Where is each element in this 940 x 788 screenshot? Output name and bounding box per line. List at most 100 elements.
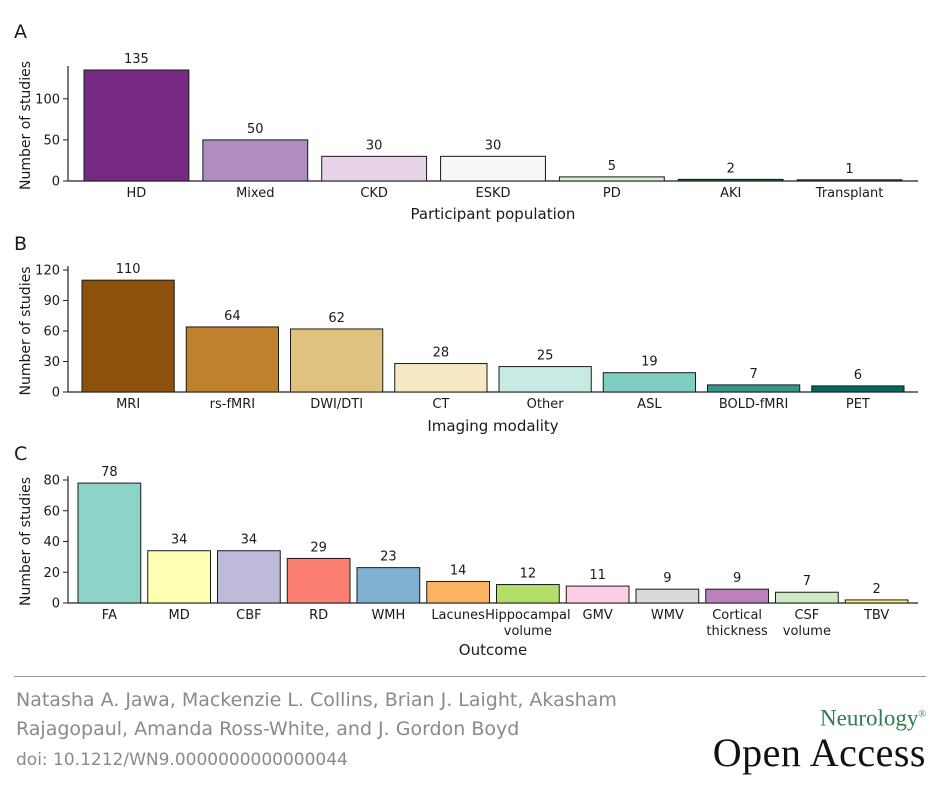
category-label: ESKD (475, 186, 510, 201)
x-axis-title: Outcome (459, 641, 527, 659)
bar (565, 585, 630, 604)
value-label: 34 (171, 533, 188, 548)
category-label: Cortical thickness (706, 608, 768, 639)
value-label: 7 (749, 367, 757, 382)
bar (321, 155, 428, 182)
value-label: 6 (854, 368, 862, 383)
category-label: Hippocampal volume (485, 608, 570, 639)
bar (202, 139, 309, 182)
value-label: 110 (116, 262, 141, 277)
bar (77, 482, 142, 604)
category-label: Mixed (236, 186, 274, 201)
category-label: Lacunes (431, 608, 485, 623)
y-tick-label: 60 (43, 504, 60, 519)
value-label: 7 (803, 574, 811, 589)
category-label: CT (432, 397, 449, 412)
value-label: 28 (433, 346, 450, 361)
category-label: PET (846, 397, 870, 412)
panel-letter: A (14, 21, 27, 43)
y-tick-label: 20 (43, 566, 60, 581)
journal-logo: Neurology® Open Access (713, 703, 926, 775)
value-label: 25 (537, 349, 554, 364)
bar (677, 178, 784, 182)
y-tick-label: 50 (43, 133, 60, 148)
category-label: AKI (720, 186, 741, 201)
value-label: 30 (366, 138, 383, 153)
y-axis-title: Number of studies (18, 267, 34, 396)
bar (356, 567, 421, 604)
bar (705, 588, 769, 604)
y-axis-title: Number of studies (18, 477, 34, 606)
bar (844, 599, 909, 604)
value-label: 14 (450, 563, 467, 578)
value-label: 5 (608, 159, 616, 174)
value-label: 19 (641, 355, 658, 370)
category-label: Transplant (815, 186, 884, 201)
category-label: Other (527, 397, 565, 412)
bar (290, 328, 384, 393)
value-label: 12 (520, 567, 537, 582)
bar (707, 384, 801, 393)
value-label: 1 (845, 162, 853, 177)
category-label: HD (127, 186, 147, 201)
bar (185, 326, 279, 393)
value-label: 11 (589, 568, 606, 583)
bar (602, 372, 696, 393)
category-label: MRI (116, 397, 140, 412)
value-label: 29 (310, 540, 327, 555)
category-label: DWI/DTI (310, 397, 363, 412)
bar (83, 69, 190, 182)
y-tick-label: 80 (43, 474, 60, 489)
bar (796, 179, 903, 182)
bar (147, 550, 211, 604)
y-tick-label: 0 (52, 597, 60, 612)
category-label: GMV (583, 608, 613, 623)
journal-subtitle: Open Access (712, 729, 926, 775)
y-axis-title: Number of studies (18, 61, 34, 190)
value-label: 50 (247, 122, 264, 137)
bar (558, 176, 665, 182)
author-list: Natasha A. Jawa, Mackenzie L. Collins, B… (16, 689, 617, 740)
category-label: TBV (863, 608, 889, 623)
bar (426, 580, 490, 604)
value-label: 30 (485, 138, 502, 153)
doi-link[interactable]: doi: 10.1212/WN9.0000000000000044 (16, 750, 348, 770)
footer-divider (14, 676, 926, 677)
category-label: MD (169, 608, 190, 623)
category-label: BOLD-fMRI (719, 397, 789, 412)
category-label: PD (603, 186, 621, 201)
category-label: FA (102, 608, 117, 623)
bar (394, 363, 488, 393)
category-label: CSF volume (783, 608, 831, 639)
bar (217, 550, 281, 604)
y-tick-label: 120 (35, 264, 60, 279)
category-label: WMV (651, 608, 684, 623)
value-label: 62 (328, 311, 345, 326)
bar (775, 591, 839, 604)
value-label: 9 (733, 571, 741, 586)
value-label: 2 (872, 582, 880, 597)
bar (440, 155, 546, 182)
category-label: WMH (371, 608, 405, 623)
value-label: 9 (663, 571, 671, 586)
registered-mark: ® (918, 709, 926, 720)
value-label: 78 (101, 465, 118, 480)
x-axis-title: Imaging modality (427, 417, 558, 435)
x-axis-title: Participant population (411, 205, 576, 223)
value-label: 64 (224, 309, 241, 324)
bar (498, 366, 592, 393)
value-label: 34 (241, 533, 258, 548)
value-label: 2 (727, 161, 735, 176)
y-tick-label: 60 (43, 325, 60, 340)
category-label: rs-fMRI (210, 397, 255, 412)
category-label: RD (309, 608, 328, 623)
panel-c: C 0 20 40 60 80 Number of studies 78 FA 34 MD 34 CBF… (14, 443, 918, 659)
category-label: CKD (360, 186, 388, 201)
panel-letter: B (14, 233, 27, 255)
y-tick-label: 30 (43, 355, 60, 370)
value-label: 135 (124, 52, 149, 67)
y-tick-label: 40 (43, 535, 60, 550)
